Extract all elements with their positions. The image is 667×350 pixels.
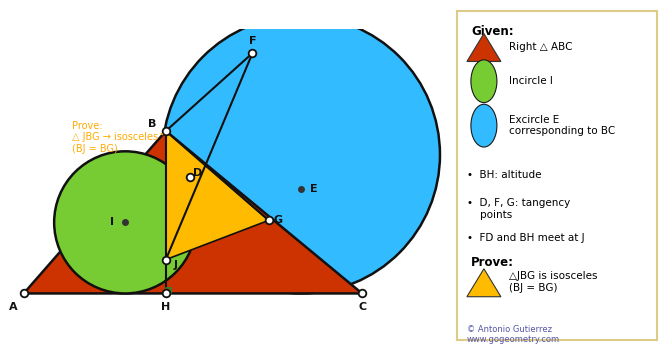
Text: G: G [273,215,283,225]
Polygon shape [467,269,501,297]
Text: C: C [358,302,366,312]
Circle shape [471,60,497,103]
Text: B: B [148,119,157,129]
Text: Prove:: Prove: [471,256,514,268]
Text: Given:: Given: [471,25,514,38]
Text: H: H [161,302,171,312]
Text: J: J [173,260,177,270]
Polygon shape [467,34,501,62]
Circle shape [54,151,196,293]
Text: F: F [249,36,256,46]
Text: D: D [193,168,202,178]
Text: •  FD and BH meet at J: • FD and BH meet at J [467,233,584,243]
Polygon shape [166,131,269,260]
Polygon shape [24,131,362,293]
Text: Excircle E
corresponding to BC: Excircle E corresponding to BC [509,115,615,136]
Text: © Antonio Gutierrez
www.gogeometry.com: © Antonio Gutierrez www.gogeometry.com [467,325,560,344]
Text: •  BH: altitude: • BH: altitude [467,170,542,180]
Text: △JBG is isosceles
(BJ = BG): △JBG is isosceles (BJ = BG) [509,271,598,293]
Text: •  D, F, G: tangency
    points: • D, F, G: tangency points [467,198,570,220]
Circle shape [163,16,440,293]
Text: Right △ ABC: Right △ ABC [509,42,572,52]
Text: Prove:
△ JBG → isosceles
(BJ = BG): Prove: △ JBG → isosceles (BJ = BG) [73,121,163,154]
Text: I: I [109,217,113,228]
Text: E: E [309,183,317,194]
Text: A: A [9,302,18,312]
Circle shape [471,104,497,147]
Text: Incircle I: Incircle I [509,76,553,86]
